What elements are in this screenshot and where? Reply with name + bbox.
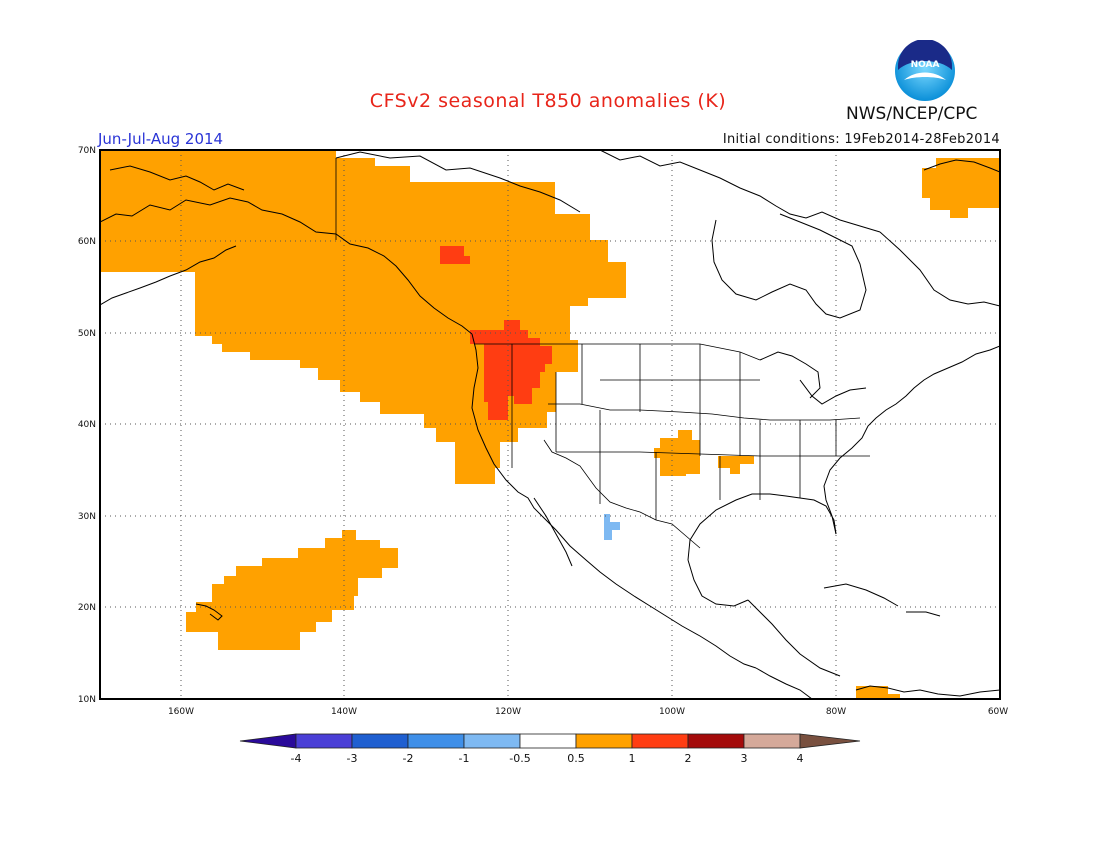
colorbar-label: 0.5: [567, 752, 585, 765]
anomaly-region-mexico-blue: [604, 514, 620, 540]
coastlines: [100, 150, 1000, 699]
political-borders: [335, 158, 870, 549]
colorbar-swatch: [743, 733, 801, 749]
lat-label: 10N: [78, 695, 96, 705]
anomaly-region-canada-red: [440, 246, 470, 264]
lon-label: 60W: [988, 707, 1008, 717]
anomaly-region-hawaii: [186, 530, 398, 650]
colorbar-label: 1: [629, 752, 636, 765]
lat-label: 50N: [78, 329, 96, 339]
colorbar-swatch: [631, 733, 689, 749]
colorbar-label: 2: [685, 752, 692, 765]
colorbar-swatch: [519, 733, 577, 749]
colorbar-label: -4: [291, 752, 302, 765]
longitude-labels: 160W 140W 120W 100W 80W 60W: [168, 707, 1008, 717]
colorbar-swatch: [239, 733, 297, 749]
lat-label: 20N: [78, 603, 96, 613]
noaa-logo-icon: NOAA: [895, 40, 955, 101]
anomaly-region-greenland: [922, 158, 1000, 218]
lon-label: 140W: [331, 707, 357, 717]
colorbar: [239, 733, 861, 749]
lat-label: 30N: [78, 512, 96, 522]
colorbar-label: -3: [347, 752, 358, 765]
colorbar-swatch: [799, 733, 861, 749]
colorbar-swatch: [687, 733, 745, 749]
lon-label: 80W: [826, 707, 846, 717]
colorbar-label: 4: [797, 752, 804, 765]
map-frame: [99, 149, 1001, 700]
forecast-period: Jun-Jul-Aug 2014: [98, 130, 224, 148]
noaa-logo-text: NOAA: [911, 60, 940, 70]
colorbar-label: -2: [403, 752, 414, 765]
anomaly-region-south-america: [856, 686, 900, 699]
lon-label: 100W: [659, 707, 685, 717]
colorbar-label: 3: [741, 752, 748, 765]
lat-label: 60N: [78, 237, 96, 247]
map-title: CFSv2 seasonal T850 anomalies (K): [369, 90, 727, 112]
colorbar-label: -0.5: [509, 752, 530, 765]
colorbar-swatch: [575, 733, 633, 749]
colorbar-labels: -4 -3 -2 -1 -0.5 0.5 1 2 3 4: [291, 752, 804, 765]
colorbar-label: -1: [459, 752, 470, 765]
anomaly-region-alaska-canada: [100, 150, 626, 484]
lon-label: 120W: [495, 707, 521, 717]
lon-label: 160W: [168, 707, 194, 717]
agency-label: NWS/NCEP/CPC: [846, 104, 978, 124]
colorbar-swatch: [351, 733, 409, 749]
colorbar-swatch: [295, 733, 353, 749]
colorbar-swatch: [463, 733, 521, 749]
colorbar-swatch: [407, 733, 465, 749]
anomaly-region-northwest-red: [470, 320, 552, 420]
initial-conditions: Initial conditions: 19Feb2014-28Feb2014: [722, 132, 1000, 147]
lat-label: 40N: [78, 420, 96, 430]
latitude-labels: 70N 60N 50N 40N 30N 20N 10N: [78, 146, 96, 705]
lat-label: 70N: [78, 146, 96, 156]
anomaly-region-arkansas: [718, 456, 754, 474]
